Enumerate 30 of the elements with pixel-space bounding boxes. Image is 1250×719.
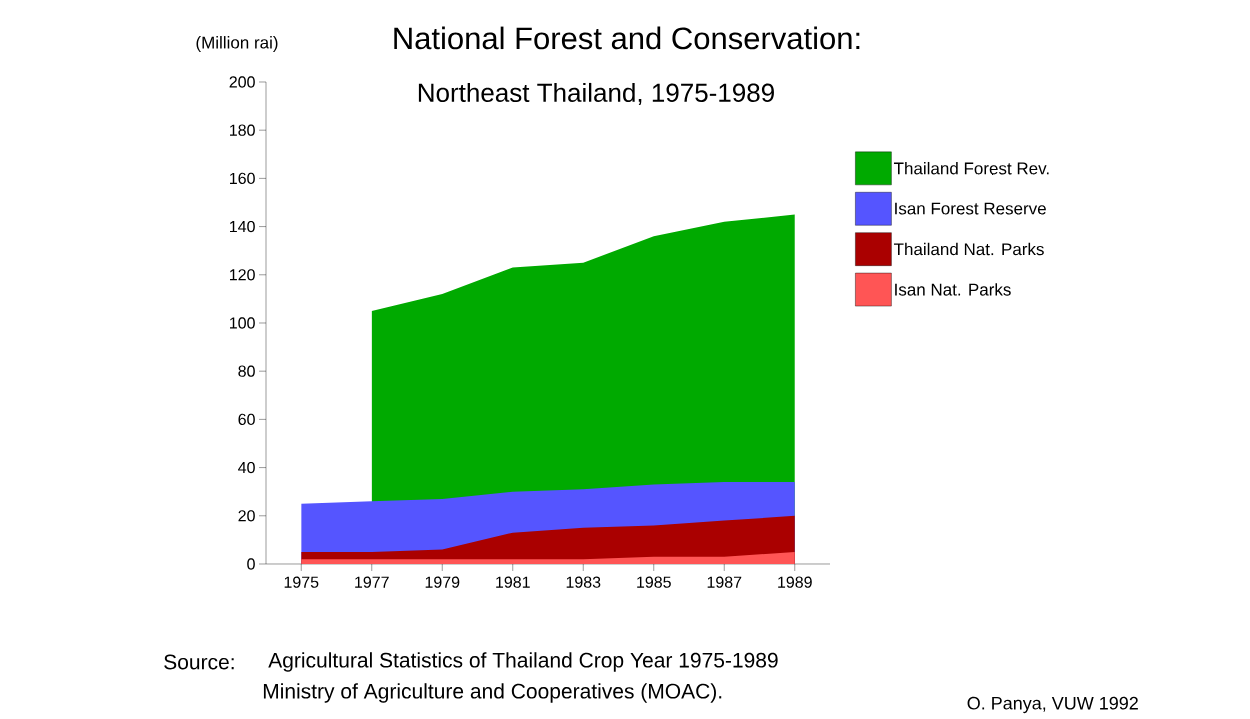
legend-label: Thailand Forest Rev. <box>893 161 1049 175</box>
y-tick-label: 20 <box>238 510 255 522</box>
y-tick-label: 160 <box>230 172 255 185</box>
text: Agricultural Statistics of Thailand Crop Year 1975-1989 <box>268 652 778 672</box>
x-tick-label: 1987 <box>707 576 742 588</box>
x-tick-label: 1985 <box>637 576 671 588</box>
y-tick-label: 140 <box>230 220 255 233</box>
x-tick-label: 1981 <box>496 576 530 588</box>
y-tick-label: 80 <box>238 365 255 377</box>
text: O. Panya, VUW 1992 <box>967 696 1138 714</box>
x-tick-label: 1977 <box>355 576 389 588</box>
source-note: Source: <box>164 654 234 670</box>
x-tick-label: 1979 <box>425 576 460 588</box>
y-tick-label: 180 <box>230 124 255 136</box>
y-tick-label: 120 <box>230 269 255 281</box>
x-tick-label: 1983 <box>566 576 601 588</box>
y-tick-label: 40 <box>238 461 255 474</box>
legend-label: Isan Forest Reserve <box>895 202 1046 215</box>
legend-label: Isan Nat. Parks <box>895 283 1011 296</box>
y-tick-label: 0 <box>247 558 255 570</box>
y-axis-title: (Million rai) <box>196 36 278 52</box>
chart-subtitle: Northeast Thailand, 1975-1989 <box>418 82 774 106</box>
text: Ministry of Agriculture and Cooperatives (MOAC). <box>263 683 722 703</box>
x-tick-label: 1975 <box>284 576 319 588</box>
y-tick-label: 200 <box>229 76 255 88</box>
y-tick-label: 100 <box>230 317 255 329</box>
legend-label: Thailand Nat. Parks <box>893 242 1044 256</box>
x-tick-label: 1989 <box>778 576 812 588</box>
y-tick-label: 60 <box>238 413 255 426</box>
chart-title: National Forest and Conservation: <box>394 26 860 50</box>
